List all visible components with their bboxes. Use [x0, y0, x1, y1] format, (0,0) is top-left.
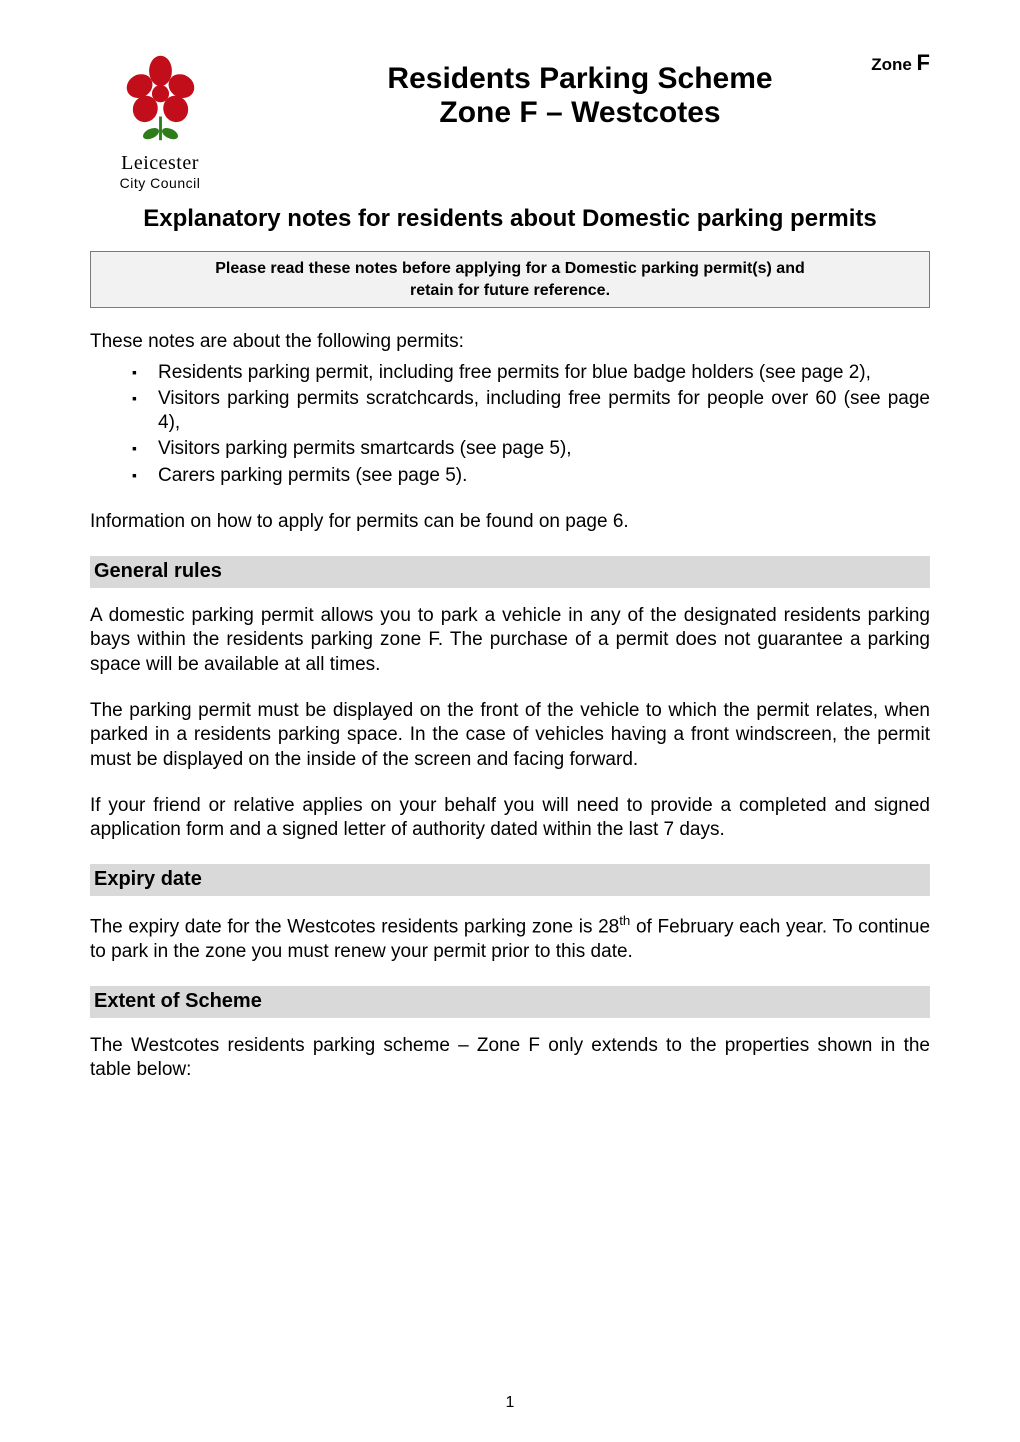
- zone-badge: Zone F: [871, 50, 930, 76]
- after-bullets: Information on how to apply for permits …: [90, 510, 930, 534]
- logo-text-council: City Council: [90, 175, 230, 191]
- title-block: Residents Parking Scheme Zone F – Westco…: [230, 50, 930, 130]
- extent-p1: The Westcotes residents parking scheme –…: [90, 1034, 930, 1083]
- flower-logo-icon: [113, 50, 208, 145]
- council-logo: Leicester City Council: [90, 50, 230, 191]
- zone-letter: F: [917, 50, 930, 75]
- list-item: Residents parking permit, including free…: [158, 361, 930, 385]
- title-line-1: Residents Parking Scheme: [230, 62, 930, 96]
- notice-line-2: retain for future reference.: [103, 280, 917, 302]
- general-p3: If your friend or relative applies on yo…: [90, 794, 930, 843]
- notice-box: Please read these notes before applying …: [90, 251, 930, 308]
- logo-text-city: Leicester: [90, 152, 230, 175]
- page-number: 1: [0, 1394, 1020, 1412]
- section-heading-expiry: Expiry date: [90, 864, 930, 896]
- general-p1: A domestic parking permit allows you to …: [90, 604, 930, 677]
- zone-prefix: Zone: [871, 55, 912, 74]
- list-item: Visitors parking permits smartcards (see…: [158, 437, 930, 461]
- notice-line-1: Please read these notes before applying …: [103, 258, 917, 280]
- section-heading-general: General rules: [90, 556, 930, 588]
- header-row: Leicester City Council Residents Parking…: [90, 50, 930, 191]
- list-item: Visitors parking permits scratchcards, i…: [158, 387, 930, 436]
- expiry-sup: th: [619, 913, 630, 928]
- expiry-prefix: The expiry date for the Westcotes reside…: [90, 916, 619, 937]
- title-line-2: Zone F – Westcotes: [230, 96, 930, 130]
- document-page: Leicester City Council Residents Parking…: [0, 0, 1020, 1442]
- body-content: These notes are about the following perm…: [90, 330, 930, 1082]
- intro-line: These notes are about the following perm…: [90, 330, 930, 354]
- general-p2: The parking permit must be displayed on …: [90, 699, 930, 772]
- expiry-p1: The expiry date for the Westcotes reside…: [90, 912, 930, 964]
- permit-list: Residents parking permit, including free…: [90, 361, 930, 489]
- list-item: Carers parking permits (see page 5).: [158, 464, 930, 488]
- page-subtitle: Explanatory notes for residents about Do…: [90, 205, 930, 233]
- section-heading-extent: Extent of Scheme: [90, 986, 930, 1018]
